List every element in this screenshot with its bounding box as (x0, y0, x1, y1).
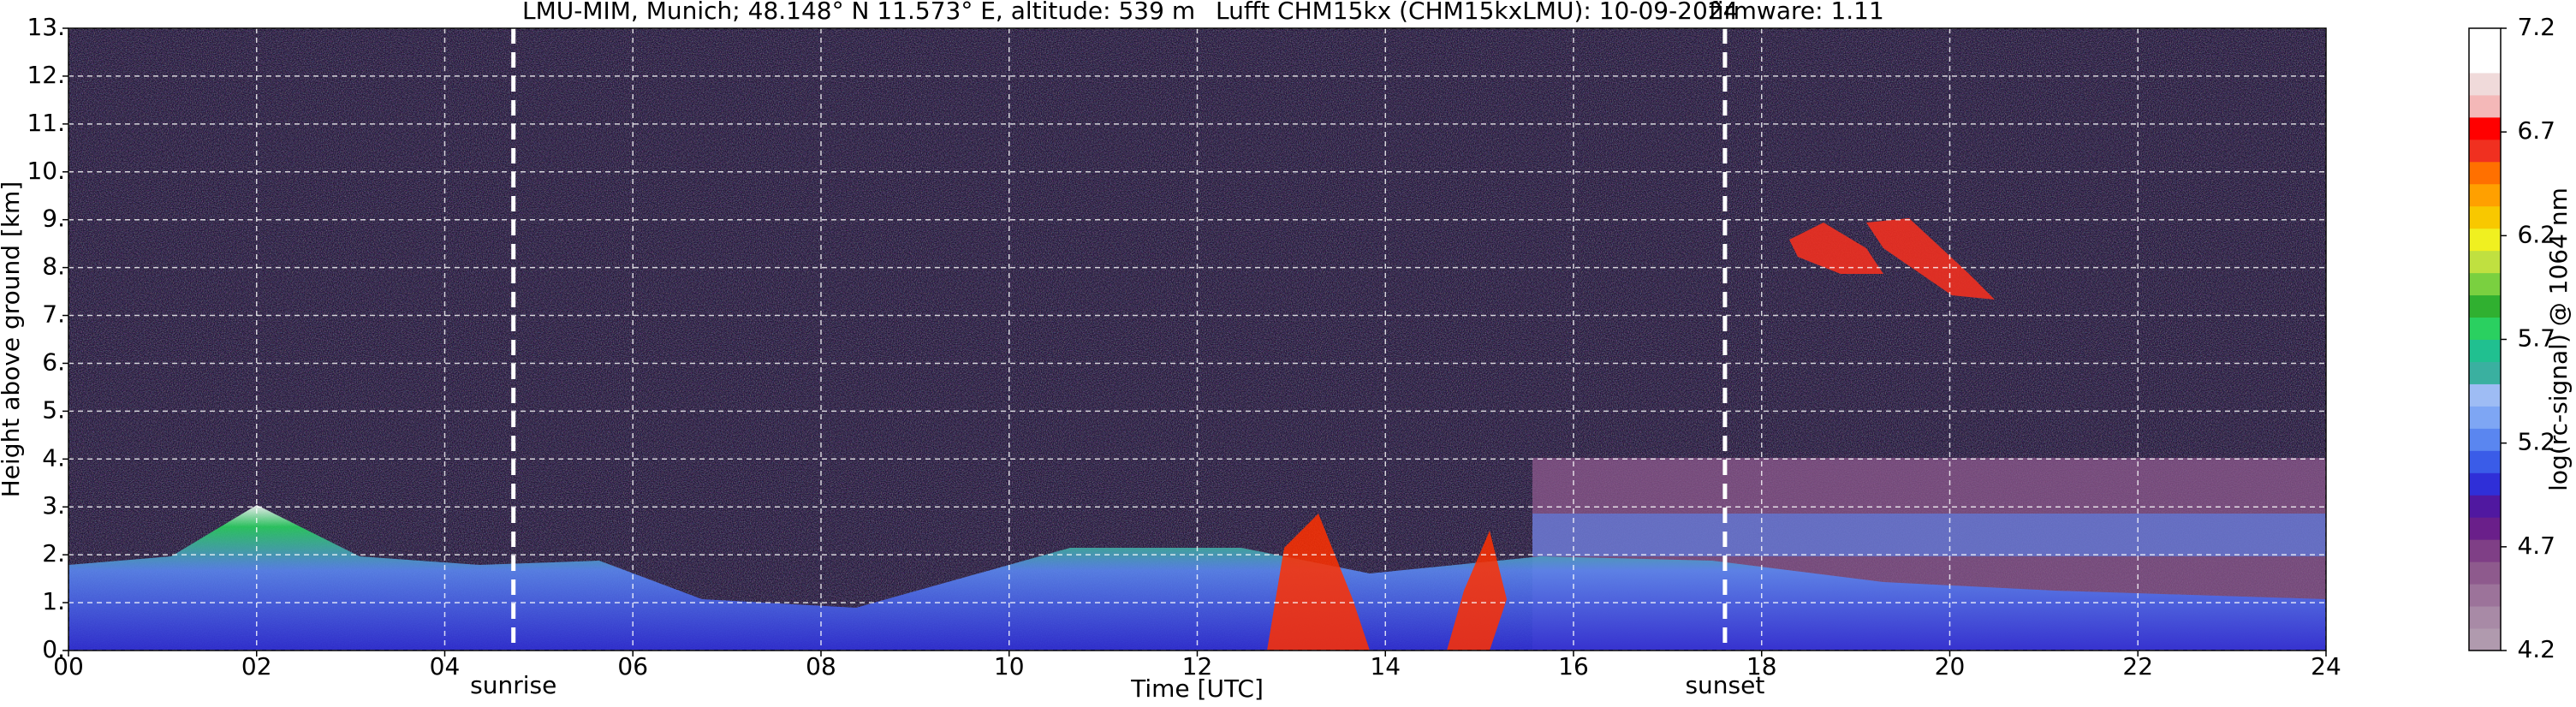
colorbar-swatch (2469, 50, 2501, 74)
colorbar-swatch (2469, 317, 2501, 340)
colorbar-swatch (2469, 161, 2501, 185)
colorbar-swatch (2469, 428, 2501, 451)
colorbar-swatch (2469, 517, 2501, 540)
annotation: sunset (1685, 671, 1764, 699)
colorbar-swatch (2469, 628, 2501, 651)
colorbar-swatch (2469, 28, 2501, 51)
colorbar-swatch (2469, 539, 2501, 562)
y-tick-label: 7. (42, 300, 65, 329)
x-tick-label: 06 (617, 652, 648, 680)
colorbar-tick-label: 5.2 (2517, 428, 2555, 456)
colorbar-swatch (2469, 94, 2501, 118)
colorbar-swatch (2469, 116, 2501, 140)
x-tick-label: 12 (1182, 652, 1213, 680)
colorbar-tick-label: 6.7 (2517, 116, 2555, 145)
colorbar-swatch (2469, 250, 2501, 274)
colorbar-swatch (2469, 183, 2501, 207)
y-tick-label: 9. (42, 205, 65, 233)
x-tick-label: 08 (806, 652, 836, 680)
colorbar-tick-label: 4.2 (2517, 635, 2555, 663)
y-tick-label: 2. (42, 539, 65, 567)
y-tick-label: 1. (42, 587, 65, 615)
chart-title: LMU-MIM, Munich; 48.148° N 11.573° E, al… (522, 0, 1195, 25)
y-tick-label: 6. (42, 348, 65, 376)
x-tick-label: 14 (1370, 652, 1401, 680)
colorbar-swatch (2469, 495, 2501, 518)
y-tick-label: 0. (42, 635, 65, 663)
colorbar-swatch (2469, 361, 2501, 384)
colorbar-swatch (2469, 383, 2501, 407)
y-tick-label: 13. (27, 13, 65, 41)
colorbar-swatch (2469, 472, 2501, 496)
y-tick-label: 12. (27, 61, 65, 89)
colorbar-swatch (2469, 272, 2501, 296)
colorbar-tick-label: 4.7 (2517, 532, 2555, 560)
x-axis-label: Time [UTC] (1130, 674, 1264, 703)
colorbar-label: log(rc-signal) @ 1064 nm (2544, 187, 2573, 491)
x-tick-label: 10 (994, 652, 1025, 680)
y-tick-label: 8. (42, 253, 65, 281)
colorbar-swatch (2469, 584, 2501, 607)
y-tick-label: 10. (27, 157, 65, 185)
x-tick-label: 18 (1746, 652, 1777, 680)
colorbar-tick-label: 7.2 (2517, 13, 2555, 41)
colorbar-swatch (2469, 561, 2501, 585)
x-tick-label: 20 (1935, 652, 1966, 680)
colorbar-swatch (2469, 228, 2501, 252)
annotation: sunrise (470, 671, 556, 699)
x-tick-label: 16 (1558, 652, 1589, 680)
colorbar-swatch (2469, 294, 2501, 318)
x-tick-label: 04 (430, 652, 461, 680)
colorbar-swatch (2469, 406, 2501, 429)
colorbar-swatch (2469, 72, 2501, 96)
chart-title: firmware: 1.11 (1709, 0, 1884, 25)
y-tick-label: 11. (27, 109, 65, 137)
x-tick-label: 02 (241, 652, 272, 680)
colorbar-swatch (2469, 339, 2501, 362)
colorbar-swatch (2469, 450, 2501, 473)
y-tick-label: 5. (42, 395, 65, 424)
x-tick-label: 22 (2122, 652, 2153, 680)
chart-title: Lufft CHM15kx (CHM15kxLMU): 10-09-2024 (1216, 0, 1738, 25)
colorbar-swatch (2469, 205, 2501, 229)
colorbar-swatch (2469, 139, 2501, 163)
x-tick-label: 24 (2311, 652, 2341, 680)
y-tick-label: 3. (42, 491, 65, 520)
y-tick-label: 4. (42, 443, 65, 472)
colorbar-swatch (2469, 606, 2501, 629)
colorbar-tick-label: 5.7 (2517, 324, 2555, 353)
colorbar-tick-label: 6.2 (2517, 220, 2555, 248)
y-axis-label: Height above ground [km] (0, 181, 25, 498)
x-tick-label: 00 (53, 652, 84, 680)
